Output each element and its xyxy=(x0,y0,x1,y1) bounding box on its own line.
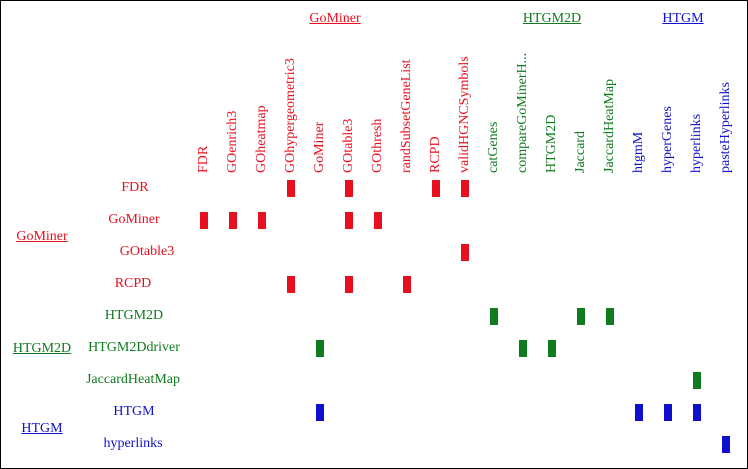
column-header-fdr: FDR xyxy=(196,145,211,173)
column-header-rcpd: RCPD xyxy=(428,136,443,173)
dependency-cell xyxy=(287,276,295,293)
column-header-jaccardheatmap: JaccardHeatMap xyxy=(602,78,617,173)
column-header-goenrich3: GOenrich3 xyxy=(225,110,240,173)
dependency-cell xyxy=(287,180,295,197)
column-header-gotable3: GOtable3 xyxy=(341,118,356,173)
group-header-gominer[interactable]: GoMiner xyxy=(309,11,361,26)
dependency-cell xyxy=(345,180,353,197)
dependency-cell xyxy=(693,404,701,421)
dependency-cell xyxy=(606,308,614,325)
dependency-cell xyxy=(722,436,730,453)
row-label-htgm: HTGM xyxy=(113,404,155,419)
dependency-cell xyxy=(229,212,237,229)
column-header-goheatmap: GOheatmap xyxy=(254,105,269,173)
dependency-cell xyxy=(316,340,324,357)
dependency-cell xyxy=(461,180,469,197)
column-header-htgm2d: HTGM2D xyxy=(544,114,559,173)
row-label-hyperlinks: hyperlinks xyxy=(103,436,163,451)
dependency-cell xyxy=(548,340,556,357)
column-header-validhgncsymbols: validHGNCSymbols xyxy=(457,56,472,173)
dependency-cell xyxy=(374,212,382,229)
column-header-randsubsetgenelist: randSubsetGeneList xyxy=(399,59,414,173)
dependency-cell xyxy=(345,276,353,293)
row-label-jaccardheatmap: JaccardHeatMap xyxy=(85,372,181,387)
column-header-hypergenes: hyperGenes xyxy=(660,106,675,173)
dependency-cell xyxy=(490,308,498,325)
column-header-catgenes: catGenes xyxy=(486,121,501,173)
row-label-htgm2d: HTGM2D xyxy=(104,308,164,323)
dependency-cell xyxy=(403,276,411,293)
group-label-htgm[interactable]: HTGM xyxy=(21,421,63,436)
dependency-cell xyxy=(635,404,643,421)
dependency-cell xyxy=(693,372,701,389)
column-header-jaccard: Jaccard xyxy=(573,131,588,173)
row-label-gotable3: GOtable3 xyxy=(119,244,175,259)
group-header-htgm2d[interactable]: HTGM2D xyxy=(522,11,582,26)
dependency-cell xyxy=(664,404,672,421)
dependency-cell xyxy=(461,244,469,261)
column-header-comparegominerh: compareGoMinerH... xyxy=(515,52,530,173)
column-header-gohypergeometric3: GOhypergeometric3 xyxy=(283,58,298,173)
group-header-htgm[interactable]: HTGM xyxy=(662,11,704,26)
dependency-cell xyxy=(316,404,324,421)
dependency-cell xyxy=(200,212,208,229)
dependency-cell xyxy=(577,308,585,325)
column-header-gominer: GoMiner xyxy=(312,121,327,173)
dependency-cell xyxy=(258,212,266,229)
dependency-cell xyxy=(519,340,527,357)
group-label-htgm2d[interactable]: HTGM2D xyxy=(12,341,72,356)
dependency-cell xyxy=(432,180,440,197)
column-header-gothresh: GOthresh xyxy=(370,118,385,173)
dependency-cell xyxy=(345,212,353,229)
row-label-htgm2ddriver: HTGM2Ddriver xyxy=(88,340,180,355)
column-header-htgmm: htgmM xyxy=(631,131,646,173)
row-label-rcpd: RCPD xyxy=(114,276,152,291)
row-label-gominer: GoMiner xyxy=(108,212,160,227)
row-label-fdr: FDR xyxy=(121,180,149,195)
column-header-hyperlinks: hyperlinks xyxy=(689,113,704,173)
column-header-pastehyperlinks: pasteHyperlinks xyxy=(718,82,733,173)
group-label-gominer[interactable]: GoMiner xyxy=(16,229,68,244)
